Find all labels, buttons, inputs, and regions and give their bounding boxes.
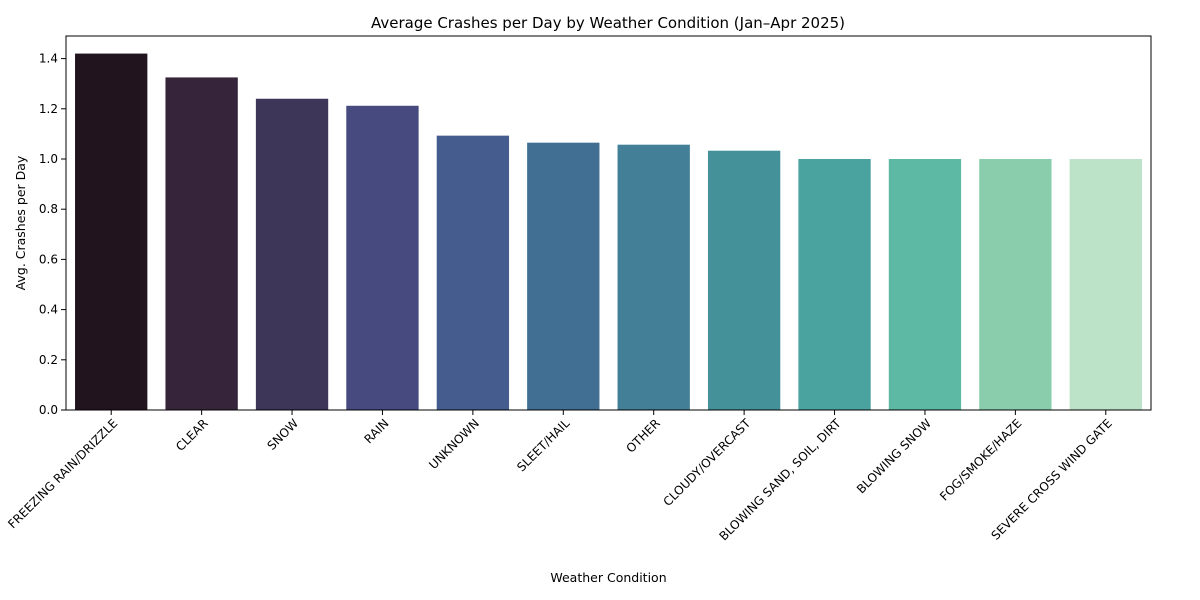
x-tick-label-1: CLEAR	[173, 416, 211, 454]
y-axis-label: Avg. Crashes per Day	[13, 155, 28, 290]
bar-6	[617, 144, 690, 410]
bar-8	[798, 158, 871, 410]
chart-title: Average Crashes per Day by Weather Condi…	[371, 14, 845, 32]
bar-10	[979, 158, 1052, 410]
x-axis: FREEZING RAIN/DRIZZLE CLEAR SNOW RAIN UNKNOW…	[5, 410, 1115, 543]
y-tick-label-5: 1.0	[39, 152, 58, 166]
bar-7	[707, 150, 781, 410]
bar-11	[1069, 158, 1142, 410]
bar-5	[527, 142, 600, 410]
bar-3	[346, 105, 419, 410]
bar-1	[165, 77, 238, 411]
plot-frame	[65, 35, 1152, 411]
y-tick-label-1: 0.2	[39, 353, 58, 367]
x-tick-label-6: OTHER	[623, 416, 662, 455]
x-tick-label-5: SLEET/HAIL	[514, 416, 572, 474]
x-axis-label: Weather Condition	[550, 570, 666, 585]
bars-group	[75, 53, 1142, 411]
y-axis: 0.0 0.2 0.4 0.6 0.8 1.0 1.2 1.4	[39, 52, 66, 417]
bar-0	[75, 53, 148, 410]
x-tick-label-10: FOG/SMOKE/HAZE	[937, 416, 1024, 503]
x-tick-label-2: SNOW	[264, 416, 301, 453]
x-tick-label-3: RAIN	[361, 416, 391, 446]
x-tick-label-9: BLOWING SNOW	[854, 416, 934, 496]
y-tick-label-4: 0.8	[39, 202, 58, 216]
y-tick-label-7: 1.4	[39, 52, 58, 66]
x-tick-label-7: CLOUDY/OVERCAST	[661, 416, 754, 509]
x-tick-label-4: UNKNOWN	[426, 416, 482, 472]
bar-9	[888, 158, 962, 410]
y-tick-label-0: 0.0	[39, 403, 58, 417]
bar-2	[255, 98, 329, 410]
bar-4	[436, 135, 510, 410]
y-tick-label-3: 0.6	[39, 252, 58, 266]
y-tick-label-2: 0.4	[39, 303, 58, 317]
x-tick-label-0: FREEZING RAIN/DRIZZLE	[5, 416, 120, 531]
y-tick-label-6: 1.2	[39, 102, 58, 116]
